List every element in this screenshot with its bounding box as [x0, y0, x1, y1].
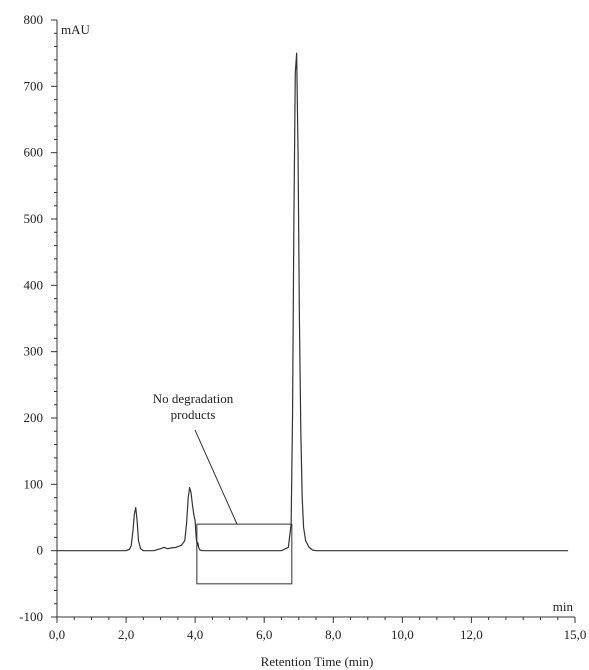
y-tick-label: 100 [24, 476, 44, 491]
y-tick-label: 300 [24, 344, 44, 359]
y-tick-label: 600 [24, 145, 44, 160]
x-tick-label: 15,0 [564, 627, 587, 642]
x-tick-label: 6,0 [256, 627, 272, 642]
x-tick-label: 8,0 [325, 627, 341, 642]
y-tick-label: -100 [19, 609, 43, 624]
annotation-box [196, 523, 293, 585]
x-tick-label: 4,0 [187, 627, 203, 642]
x-tick-label: 10,0 [391, 627, 414, 642]
annotation-leader-line [194, 429, 238, 525]
y-tick-label: 400 [24, 277, 44, 292]
chromatogram-series-line [57, 52, 569, 552]
annotation-text-line: No degradation [153, 391, 234, 406]
x-tick-label: 2,0 [118, 627, 134, 642]
x-unit-label: min [553, 599, 574, 614]
axes: -100 0 100 200 300 400 500 600 700 800 0,0 2,0 4,0 6,… [19, 12, 586, 642]
x-tick-label: 0,0 [49, 627, 65, 642]
y-tick-label: 0 [37, 543, 44, 558]
y-unit-label: mAU [61, 22, 91, 37]
y-tick-label: 500 [24, 211, 44, 226]
annotation-text-line: products [171, 407, 216, 422]
series-group [57, 52, 569, 552]
y-tick-label: 800 [24, 12, 44, 27]
x-tick-label: 12,0 [460, 627, 483, 642]
x-axis-title: Retention Time (min) [261, 654, 374, 669]
y-tick-label: 700 [24, 78, 44, 93]
y-tick-label: 200 [24, 410, 44, 425]
